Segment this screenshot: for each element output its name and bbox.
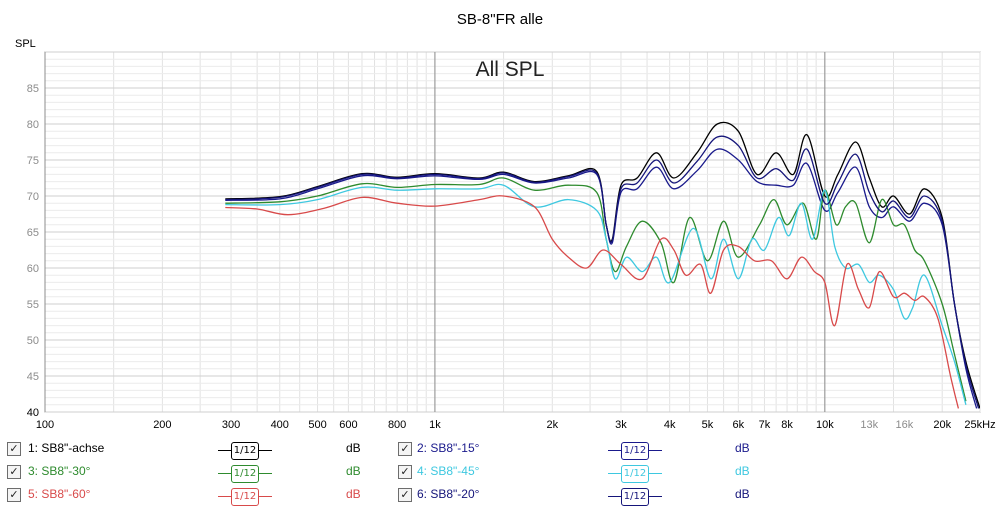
x-tick-label: 400	[271, 419, 289, 431]
frequency-response-chart: SB-8"FR alle SPL All SPL 40 45 50 55 60 65 70 7…	[15, 11, 996, 431]
x-tick-label: 500	[308, 419, 326, 431]
series-checkbox[interactable]: ✓	[7, 465, 21, 479]
y-tick-label: 45	[27, 371, 39, 383]
smoothing-selector[interactable]: 1/12	[608, 485, 662, 507]
x-tick-label: 7k	[759, 419, 771, 431]
chart-subtitle: All SPL	[476, 58, 545, 81]
y-tick-label: 50	[27, 335, 39, 347]
x-tick-label: 200	[153, 419, 171, 431]
smoothing-value: 1/12	[231, 465, 259, 483]
smoothing-selector[interactable]: 1/12	[218, 462, 272, 484]
x-tick-label: 10k	[816, 419, 834, 431]
smoothing-value: 1/12	[621, 442, 649, 460]
series-checkbox[interactable]: ✓	[398, 442, 412, 456]
smoothing-selector[interactable]: 1/12	[608, 462, 662, 484]
y-tick-label: 70	[27, 191, 39, 203]
x-tick-labels: 100 200 300 400 500 600 800 1k 2k 3k 4k 5k 6k 7k 8k 10k…	[36, 419, 996, 431]
smoothing-value: 1/12	[621, 488, 649, 506]
smoothing-selector[interactable]: 1/12	[218, 439, 272, 461]
x-tick-label: 300	[222, 419, 240, 431]
series-label: 6: SB8"-20°	[417, 487, 480, 501]
series-line-6	[225, 135, 980, 409]
series-label: 1: SB8"-achse	[28, 441, 105, 455]
major-grid	[44, 52, 826, 412]
y-tick-label: 55	[27, 299, 39, 311]
smoothing-selector[interactable]: 1/12	[218, 485, 272, 507]
unit-label: dB	[735, 487, 750, 501]
y-tick-label: 65	[27, 227, 39, 239]
series-label: 3: SB8"-30°	[28, 464, 91, 478]
x-tick-label: 6k	[733, 419, 745, 431]
series-checkbox[interactable]: ✓	[398, 465, 412, 479]
y-tick-label: 60	[27, 263, 39, 275]
y-tick-labels: 40 45 50 55 60 65 70 75 80 85	[27, 83, 39, 419]
y-tick-label: 80	[27, 119, 39, 131]
series-label: 2: SB8"-15°	[417, 441, 480, 455]
series-layer	[225, 121, 980, 409]
x-tick-label: 20k	[933, 419, 951, 431]
series-label: 5: SB8"-60°	[28, 487, 91, 501]
series-line-1	[225, 121, 980, 409]
x-tick-label: 800	[388, 419, 406, 431]
x-tick-label: 100	[36, 419, 54, 431]
unit-label: dB	[735, 441, 750, 455]
series-checkbox[interactable]: ✓	[7, 442, 21, 456]
x-tick-label: 600	[339, 419, 357, 431]
y-tick-label: 40	[27, 407, 39, 419]
unit-label: dB	[735, 464, 750, 478]
x-tick-label: 2k	[546, 419, 558, 431]
series-line-3	[225, 177, 967, 402]
x-tick-label: 13k	[860, 419, 878, 431]
x-tick-label: 8k	[781, 419, 793, 431]
x-tick-label: 5k	[702, 419, 714, 431]
x-tick-label: 4k	[664, 419, 676, 431]
series-checkbox[interactable]: ✓	[7, 488, 21, 502]
unit-label: dB	[346, 464, 361, 478]
x-tick-label: 1k	[429, 419, 441, 431]
y-axis-label: SPL	[15, 38, 36, 50]
chart-title: SB-8"FR alle	[457, 11, 543, 28]
series-label: 4: SB8"-45°	[417, 464, 480, 478]
series-checkbox[interactable]: ✓	[398, 488, 412, 502]
smoothing-value: 1/12	[231, 442, 259, 460]
series-line-5	[225, 195, 960, 409]
x-tick-label: 3k	[615, 419, 627, 431]
smoothing-value: 1/12	[621, 465, 649, 483]
smoothing-selector[interactable]: 1/12	[608, 439, 662, 461]
x-tick-label: 25kHz	[964, 419, 995, 431]
series-line-2	[225, 148, 978, 409]
smoothing-value: 1/12	[231, 488, 259, 506]
y-tick-label: 85	[27, 83, 39, 95]
y-tick-label: 75	[27, 155, 39, 167]
unit-label: dB	[346, 441, 361, 455]
x-tick-label: 16k	[896, 419, 914, 431]
unit-label: dB	[346, 487, 361, 501]
